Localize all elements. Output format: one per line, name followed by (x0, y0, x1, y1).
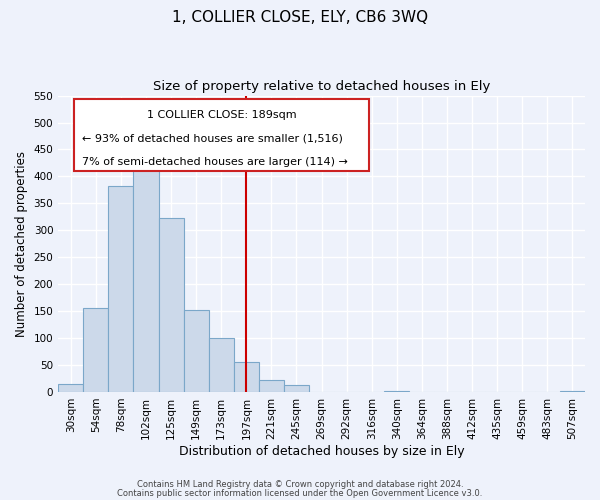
Bar (133, 166, 158, 392)
Bar (184, 310, 209, 392)
Bar (560, 391, 585, 392)
Bar (385, 391, 409, 392)
Title: Size of property relative to detached houses in Ely: Size of property relative to detached ho… (153, 80, 490, 93)
Bar (83, 308, 109, 392)
FancyBboxPatch shape (74, 98, 369, 171)
Bar (109, 186, 133, 392)
Bar (209, 338, 234, 392)
Y-axis label: Number of detached properties: Number of detached properties (15, 151, 28, 337)
Bar (158, 218, 184, 392)
Text: 1 COLLIER CLOSE: 189sqm: 1 COLLIER CLOSE: 189sqm (146, 110, 296, 120)
Bar (259, 380, 284, 392)
Text: 1, COLLIER CLOSE, ELY, CB6 3WQ: 1, COLLIER CLOSE, ELY, CB6 3WQ (172, 10, 428, 25)
X-axis label: Distribution of detached houses by size in Ely: Distribution of detached houses by size … (179, 444, 464, 458)
Text: Contains public sector information licensed under the Open Government Licence v3: Contains public sector information licen… (118, 488, 482, 498)
Bar (234, 362, 259, 392)
Text: ← 93% of detached houses are smaller (1,516): ← 93% of detached houses are smaller (1,… (82, 134, 343, 143)
Bar (58, 384, 83, 392)
Text: 7% of semi-detached houses are larger (114) →: 7% of semi-detached houses are larger (1… (82, 157, 348, 167)
Bar (284, 386, 309, 392)
Text: Contains HM Land Registry data © Crown copyright and database right 2024.: Contains HM Land Registry data © Crown c… (137, 480, 463, 489)
